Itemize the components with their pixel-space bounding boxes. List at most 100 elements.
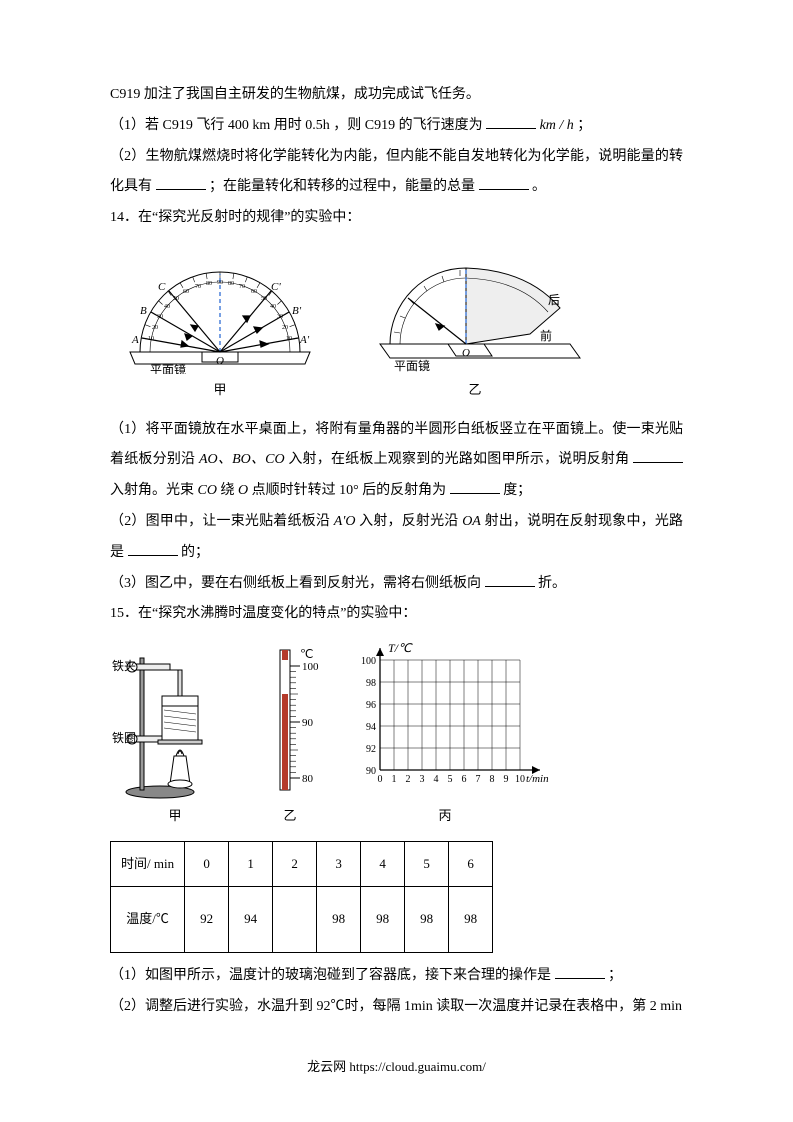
figure-graph: T/℃ 90 92 xyxy=(340,640,550,831)
q15-title: 15．在“探究水沸腾时温度变化的特点”的实验中： xyxy=(110,599,683,630)
q14-figures: 10 20 30 40 50 60 70 80 90 80 70 60 50 4… xyxy=(110,244,683,405)
xlabel: t/min xyxy=(526,773,549,785)
table-row: 时间/ min 0 1 2 3 4 5 6 xyxy=(111,841,493,887)
cell: 1 xyxy=(229,841,273,887)
clamp-upper-label: 铁夹 xyxy=(112,659,136,673)
svg-text:B: B xyxy=(140,305,147,317)
footer: 龙云网 https://cloud.guaimu.com/ xyxy=(0,1053,793,1082)
front-label: 前 xyxy=(540,328,552,343)
text: 后的反射角为 xyxy=(362,483,446,498)
cell: 98 xyxy=(405,887,449,953)
row-header-temp: 温度/℃ xyxy=(111,887,185,953)
x5: 5 xyxy=(448,774,453,785)
y98: 98 xyxy=(366,678,376,689)
svg-text:80: 80 xyxy=(206,281,212,287)
nth: 2 min xyxy=(650,999,682,1014)
cell: 92 xyxy=(185,887,229,953)
y100: 100 xyxy=(361,656,376,667)
clamp-lower-label: 铁圈 xyxy=(112,731,136,745)
text: （1）若 C919 飞行 xyxy=(110,118,224,133)
y90: 90 xyxy=(366,766,376,777)
angle: 10° xyxy=(339,483,359,498)
cell: 98 xyxy=(361,887,405,953)
x0: 0 xyxy=(378,774,383,785)
time: 0.5h xyxy=(305,118,330,133)
oa: OA xyxy=(462,514,481,529)
thermometer-caption: 乙 xyxy=(283,802,296,831)
q15-1: （1）如图甲所示，温度计的玻璃泡碰到了容器底，接下来合理的操作是 ； xyxy=(110,961,683,992)
cell: 98 xyxy=(449,887,493,953)
blank-direction xyxy=(156,176,206,190)
fig-yi-caption: 乙 xyxy=(468,376,481,405)
svg-text:70: 70 xyxy=(239,284,245,290)
text: ，则 C919 的飞行速度为 xyxy=(333,118,482,133)
svg-text:A': A' xyxy=(299,334,310,346)
text: 的； xyxy=(181,545,209,560)
svg-text:70: 70 xyxy=(195,284,201,290)
y94: 94 xyxy=(366,722,376,733)
apparatus-caption: 甲 xyxy=(168,802,181,831)
blank-reversible xyxy=(128,542,178,556)
q13-intro: C919 加注了我国自主研发的生物航煤，成功完成试飞任务。 xyxy=(110,80,683,111)
x2643: 2 xyxy=(406,774,411,785)
boiling-table: 时间/ min 0 1 2 3 4 5 6 温度/℃ 92 94 98 98 9… xyxy=(110,841,493,953)
rays: AO、BO、CO xyxy=(199,452,285,467)
x10: 10 xyxy=(515,774,525,785)
x4: 4 xyxy=(434,774,439,785)
text: ；在能量转化和转移的过程中，能量的总量 xyxy=(209,179,475,194)
cell: 94 xyxy=(229,887,273,953)
text: （2）调整后进行实验，水温升到 92℃时，每隔 xyxy=(110,999,401,1014)
: A'O xyxy=(334,514,356,529)
graph-caption: 丙 xyxy=(438,802,451,831)
graph-svg: T/℃ 90 92 xyxy=(340,640,550,800)
cell: 3 xyxy=(317,841,361,887)
mirror-label: 平面镜 xyxy=(150,362,186,374)
y92: 92 xyxy=(366,744,376,755)
x3: 3 xyxy=(420,774,425,785)
mirror-label-yi: 平面镜 xyxy=(394,358,430,373)
apparatus-svg: 铁夹 铁圈 xyxy=(110,640,240,800)
protractor-jia-svg: 10 20 30 40 50 60 70 80 90 80 70 60 50 4… xyxy=(110,244,330,374)
ylabel: T/℃ xyxy=(388,641,413,655)
svg-text:20: 20 xyxy=(282,325,288,331)
figure-jia: 10 20 30 40 50 60 70 80 90 80 70 60 50 4… xyxy=(110,244,330,405)
svg-text:60: 60 xyxy=(183,289,189,295)
unit: km / h xyxy=(540,118,574,133)
table-row: 温度/℃ 92 94 98 98 98 98 xyxy=(111,887,493,953)
thermometer-svg: ℃ xyxy=(260,640,320,800)
x9: 9 xyxy=(504,774,509,785)
unit: ℃ xyxy=(300,647,313,661)
x6: 6 xyxy=(462,774,467,785)
tick80: 80 xyxy=(302,773,314,785)
svg-text:C: C xyxy=(158,281,166,293)
text: ； xyxy=(577,118,591,133)
q14-2: （2）图甲中，让一束光贴着纸板沿 A'O 入射，反射光沿 OA 射出，说明在反射… xyxy=(110,507,683,569)
fig-jia-caption: 甲 xyxy=(213,376,226,405)
co: CO xyxy=(198,483,217,498)
blank-total xyxy=(479,176,529,190)
cell: 4 xyxy=(361,841,405,887)
blank-speed xyxy=(486,115,536,129)
blank-angle xyxy=(450,480,500,494)
text: 入射角。光束 xyxy=(110,483,194,498)
figure-yi: O 后 前 平面镜 乙 xyxy=(360,244,590,405)
text: （2）图甲中，让一束光贴着纸板沿 xyxy=(110,514,330,529)
text: 入射，反射光沿 xyxy=(359,514,458,529)
svg-text:O: O xyxy=(216,355,224,367)
q14-title: 14．在“探究光反射时的规律”的实验中： xyxy=(110,203,683,234)
svg-text:40: 40 xyxy=(270,304,276,310)
cell: 2 xyxy=(273,841,317,887)
svg-text:C': C' xyxy=(271,281,281,293)
text: 度； xyxy=(503,483,531,498)
blank-adjust xyxy=(555,965,605,979)
text: （1）如图甲所示，温度计的玻璃泡碰到了容器底，接下来合理的操作是 xyxy=(110,968,551,983)
text: 入射，在纸板上观察到的光路如图甲所示，说明反射角 xyxy=(288,452,629,467)
svg-text:20: 20 xyxy=(152,325,158,331)
text: 绕 xyxy=(220,483,234,498)
q13-part1: （1）若 C919 飞行 400 km 用时 0.5h ，则 C919 的飞行速… xyxy=(110,111,683,142)
x8: 8 xyxy=(490,774,495,785)
distance: 400 km xyxy=(228,118,270,133)
back-label: 后 xyxy=(548,293,560,307)
cell: 5 xyxy=(405,841,449,887)
q14-1: （1）将平面镜放在水平桌面上，将附有量角器的半圆形白纸板竖立在平面镜上。使一束光… xyxy=(110,415,683,507)
